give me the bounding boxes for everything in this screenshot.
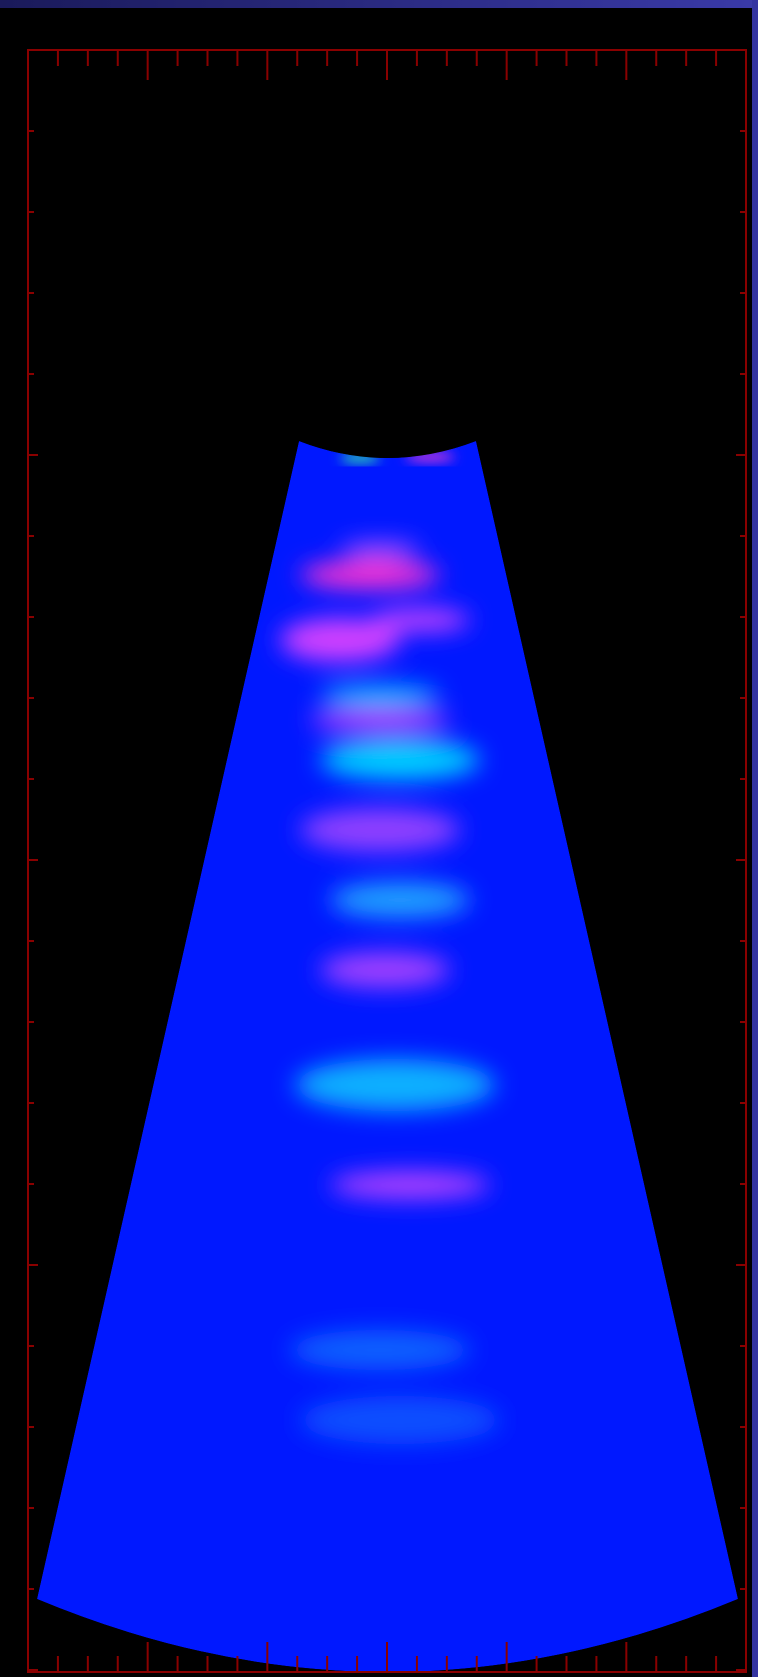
echo bbox=[320, 740, 480, 780]
echo bbox=[330, 1171, 490, 1199]
echo bbox=[320, 685, 440, 705]
sonar-view bbox=[0, 0, 758, 1677]
right-edge bbox=[752, 0, 758, 1677]
echo bbox=[300, 1396, 500, 1444]
echo bbox=[300, 561, 440, 589]
top-bar bbox=[0, 0, 758, 8]
echo bbox=[295, 1059, 495, 1111]
page: (() => { const ns = 'http://www.w3.org/2… bbox=[0, 0, 758, 1677]
echo bbox=[290, 1330, 470, 1370]
echo bbox=[320, 952, 450, 988]
echo bbox=[300, 808, 460, 852]
echo bbox=[370, 608, 470, 632]
echo bbox=[340, 542, 420, 558]
echo bbox=[310, 708, 450, 732]
echo bbox=[330, 882, 470, 918]
